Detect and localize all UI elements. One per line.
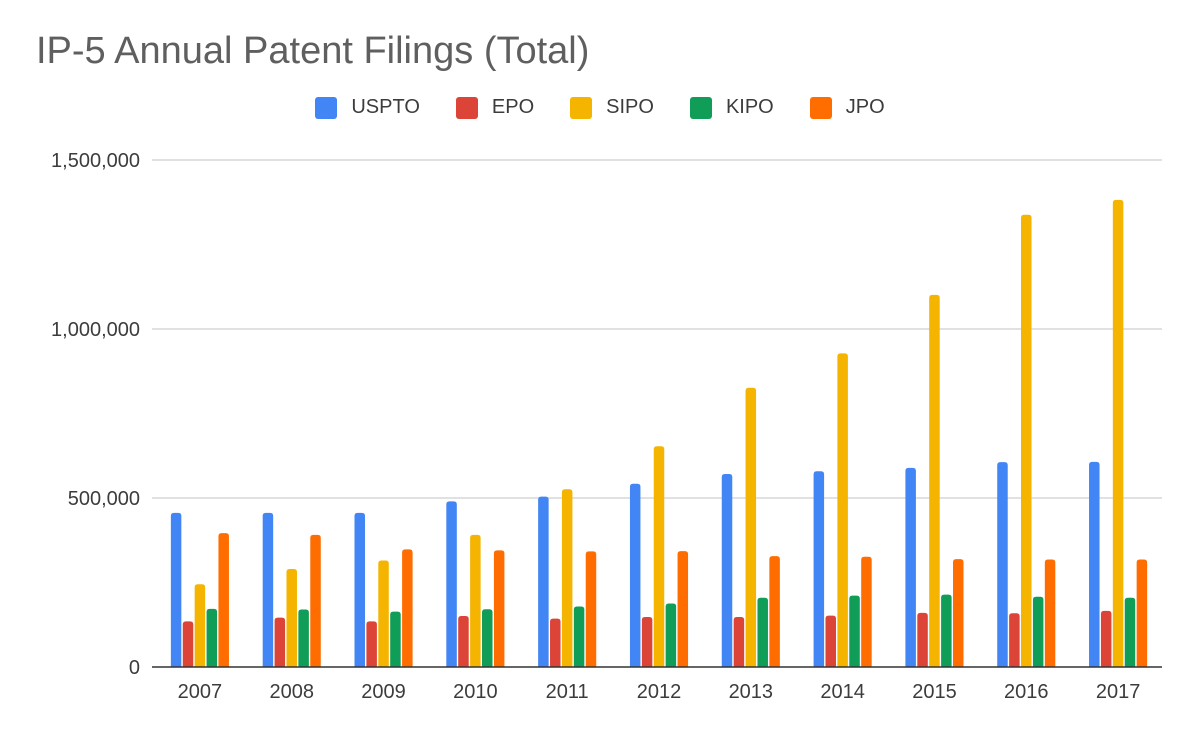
legend-label: SIPO bbox=[606, 96, 654, 118]
y-tick-label: 1,500,000 bbox=[51, 150, 140, 172]
bar-kipo-2017 bbox=[1124, 597, 1136, 667]
bar-sipo-2012 bbox=[653, 446, 665, 667]
bar-epo-2007 bbox=[182, 621, 194, 667]
bar-epo-2008 bbox=[274, 617, 286, 667]
y-axis-ticks: 0 500,000 1,000,000 1,500,000 bbox=[51, 150, 140, 679]
legend-item-kipo: KIPO bbox=[689, 96, 774, 119]
bar-sipo-2007 bbox=[194, 584, 206, 667]
legend-label: JPO bbox=[845, 96, 885, 118]
bar-jpo-2007 bbox=[218, 533, 229, 667]
bar-epo-2010 bbox=[458, 615, 469, 667]
bar-sipo-2010 bbox=[470, 534, 481, 667]
bar-kipo-2016 bbox=[1032, 596, 1044, 667]
bar-sipo-2009 bbox=[378, 560, 389, 667]
bar-kipo-2011 bbox=[573, 606, 585, 667]
bar-kipo-2015 bbox=[941, 594, 952, 667]
x-tick-label: 2008 bbox=[269, 681, 314, 703]
bar-kipo-2012 bbox=[665, 603, 677, 667]
x-tick-label: 2014 bbox=[820, 681, 865, 703]
legend-swatch bbox=[570, 96, 593, 119]
bar-jpo-2008 bbox=[310, 534, 321, 667]
bar-kipo-2009 bbox=[390, 611, 401, 667]
bar-jpo-2012 bbox=[677, 551, 689, 667]
bar-epo-2016 bbox=[1009, 613, 1020, 667]
bar-uspto-2012 bbox=[629, 483, 641, 667]
x-tick-label: 2012 bbox=[637, 681, 682, 703]
x-tick-label: 2013 bbox=[729, 681, 774, 703]
bar-jpo-2014 bbox=[861, 556, 872, 667]
legend-swatch bbox=[455, 96, 478, 119]
y-tick-label: 500,000 bbox=[68, 488, 140, 510]
legend-label: KIPO bbox=[725, 96, 774, 118]
bar-uspto-2011 bbox=[538, 496, 549, 667]
chart-bars bbox=[170, 199, 1148, 668]
bar-kipo-2008 bbox=[298, 609, 309, 667]
bar-jpo-2015 bbox=[953, 559, 964, 667]
bar-kipo-2014 bbox=[849, 595, 860, 667]
x-axis-ticks: 2007 2008 2009 2010 2011 2012 2013 2014 2015 2016… bbox=[178, 681, 1141, 703]
chart-title: IP-5 Annual Patent Filings (Total) bbox=[36, 30, 590, 72]
bar-uspto-2014 bbox=[813, 471, 825, 667]
bar-sipo-2017 bbox=[1112, 199, 1124, 667]
bar-epo-2014 bbox=[825, 615, 836, 667]
bar-epo-2013 bbox=[733, 616, 745, 667]
legend-label: EPO bbox=[491, 96, 535, 118]
bar-jpo-2009 bbox=[402, 549, 413, 667]
legend-label: USPTO bbox=[351, 96, 420, 118]
bar-uspto-2017 bbox=[1089, 461, 1100, 667]
bar-uspto-2013 bbox=[721, 474, 733, 667]
bar-kipo-2007 bbox=[206, 608, 218, 667]
bar-sipo-2014 bbox=[837, 353, 848, 667]
y-tick-label: 1,000,000 bbox=[51, 319, 140, 341]
bar-uspto-2009 bbox=[354, 512, 365, 667]
x-tick-label: 2017 bbox=[1096, 681, 1141, 703]
legend-item-epo: EPO bbox=[455, 96, 535, 119]
y-tick-label: 0 bbox=[129, 657, 140, 679]
x-tick-label: 2010 bbox=[453, 681, 498, 703]
x-tick-label: 2016 bbox=[1004, 681, 1049, 703]
bar-epo-2012 bbox=[641, 616, 653, 667]
bar-jpo-2013 bbox=[769, 556, 780, 667]
bar-uspto-2008 bbox=[262, 512, 274, 667]
bar-sipo-2016 bbox=[1021, 214, 1032, 668]
legend-swatch bbox=[689, 96, 712, 119]
legend-item-sipo: SIPO bbox=[570, 96, 654, 119]
bar-sipo-2015 bbox=[929, 294, 940, 667]
x-tick-label: 2015 bbox=[912, 681, 957, 703]
legend-item-uspto: USPTO bbox=[315, 96, 420, 119]
bar-epo-2017 bbox=[1100, 610, 1112, 667]
bar-jpo-2011 bbox=[585, 551, 597, 667]
bar-sipo-2013 bbox=[745, 387, 757, 667]
bar-sipo-2008 bbox=[286, 568, 297, 667]
x-tick-label: 2011 bbox=[546, 681, 589, 703]
legend-item-jpo: JPO bbox=[809, 96, 885, 119]
bar-uspto-2015 bbox=[905, 467, 916, 667]
bar-epo-2011 bbox=[550, 618, 561, 667]
x-tick-label: 2009 bbox=[361, 681, 406, 703]
bar-kipo-2010 bbox=[482, 609, 493, 667]
bar-uspto-2010 bbox=[446, 501, 457, 667]
bar-uspto-2016 bbox=[997, 462, 1008, 667]
chart-legend: USPTO EPO SIPO KIPO JPO bbox=[0, 96, 1200, 119]
bar-sipo-2011 bbox=[561, 489, 573, 667]
x-tick-label: 2007 bbox=[178, 681, 223, 703]
bar-jpo-2016 bbox=[1044, 559, 1056, 667]
legend-swatch bbox=[315, 96, 338, 119]
legend-swatch bbox=[809, 96, 832, 119]
bar-epo-2009 bbox=[366, 621, 377, 667]
bar-jpo-2017 bbox=[1136, 559, 1148, 667]
bar-kipo-2013 bbox=[757, 597, 768, 667]
bar-jpo-2010 bbox=[493, 550, 505, 667]
bar-epo-2015 bbox=[917, 612, 928, 667]
bar-uspto-2007 bbox=[170, 512, 182, 667]
